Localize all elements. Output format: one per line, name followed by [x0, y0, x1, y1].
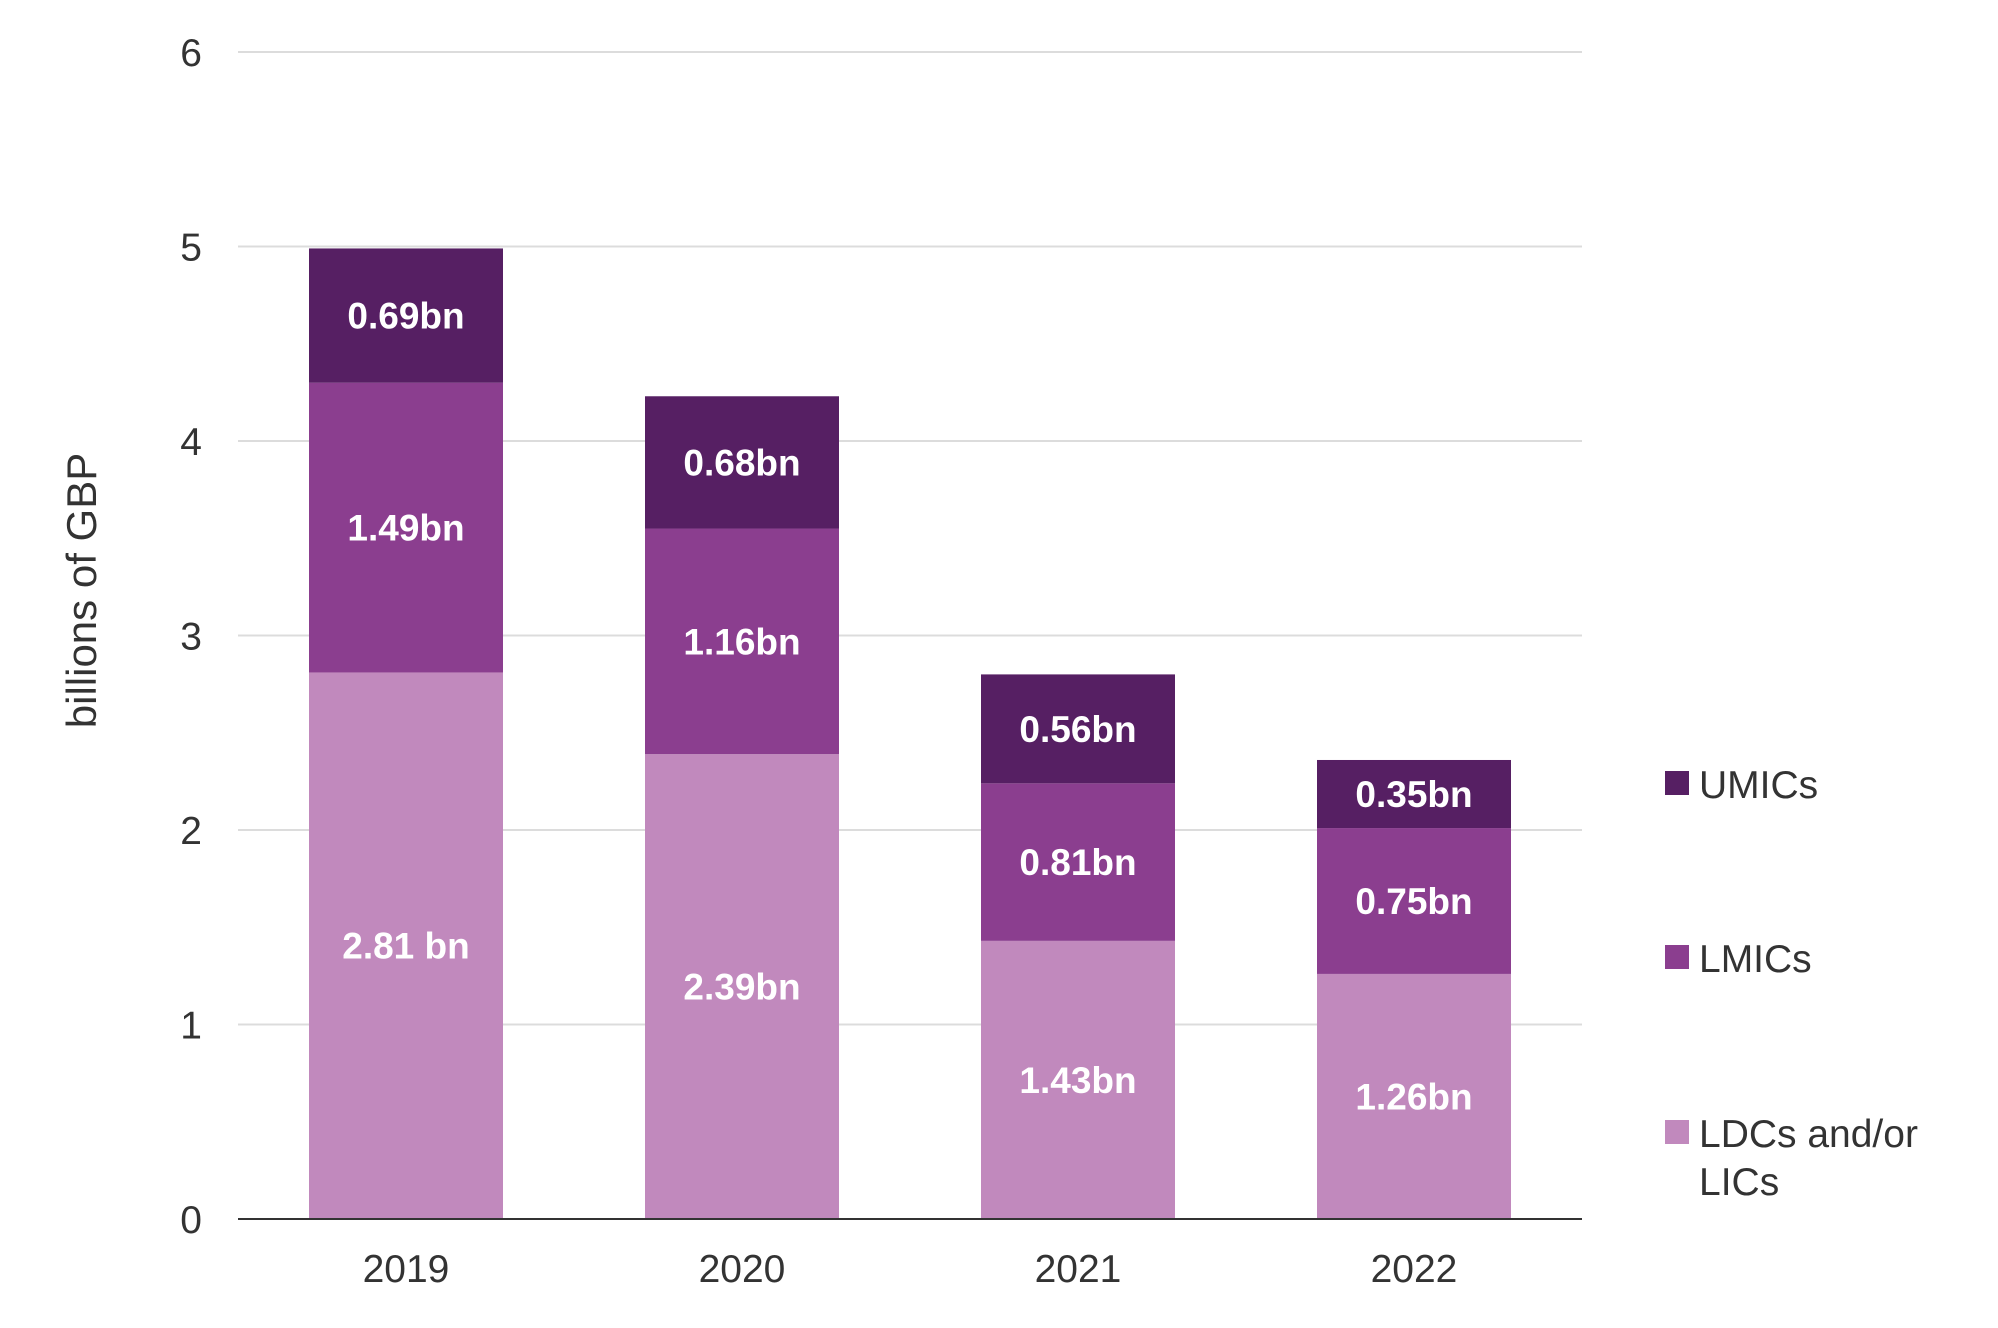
bar-segment — [309, 382, 503, 673]
bar-value-label: 0.56bn — [1019, 709, 1136, 750]
y-tick-label: 2 — [180, 810, 202, 853]
bar-segment — [981, 783, 1175, 941]
x-tick-label: 2019 — [363, 1248, 450, 1291]
bar-segment — [1317, 973, 1511, 1219]
y-axis-title: billions of GBP — [58, 453, 105, 728]
y-tick-label: 4 — [180, 421, 202, 464]
bar-segment — [309, 672, 503, 1219]
bar-segment — [1317, 759, 1511, 829]
x-tick-label: 2020 — [699, 1248, 786, 1291]
bar-value-label: 2.81 bn — [342, 926, 470, 967]
bar-segment — [645, 396, 839, 529]
bar-value-label: 0.35bn — [1355, 774, 1472, 815]
bar-value-label: 0.81bn — [1019, 842, 1136, 883]
bar-value-label: 1.43bn — [1019, 1060, 1136, 1101]
bar-segment — [309, 248, 503, 383]
y-tick-label: 3 — [180, 616, 202, 659]
legend-label: LDCs and/or LICs — [1699, 1113, 1918, 1204]
legend-swatch — [1665, 771, 1689, 795]
bar-value-label: 0.75bn — [1355, 881, 1472, 922]
y-tick-label: 0 — [180, 1199, 202, 1242]
bar-value-label: 2.39bn — [683, 967, 800, 1008]
y-tick-label: 6 — [180, 32, 202, 75]
bar-value-label: 0.68bn — [683, 442, 800, 483]
bar-segment — [1317, 828, 1511, 974]
y-tick-label: 5 — [180, 227, 202, 270]
bars — [309, 248, 1511, 1219]
bar-segment — [981, 940, 1175, 1219]
bar-value-label: 1.16bn — [683, 621, 800, 662]
bar-value-label: 0.69bn — [347, 296, 464, 337]
bar-value-labels: 2.81 bn 1.49bn 0.69bn 2.39bn 1.16bn 0.68bn 1.4… — [342, 296, 1472, 1118]
bar-value-label: 1.49bn — [347, 508, 464, 549]
legend-swatch — [1665, 1120, 1689, 1144]
x-tick-label: 2022 — [1371, 1248, 1458, 1291]
bar-segment — [645, 528, 839, 755]
bar-segment — [645, 754, 839, 1219]
y-tick-label: 1 — [180, 1005, 202, 1048]
legend-label: LMICs — [1699, 938, 1812, 981]
legend-label: UMICs — [1699, 764, 1818, 807]
legend-swatch — [1665, 945, 1689, 969]
legend: UMICs LMICs LDCs and/or LICs — [1665, 764, 1918, 1204]
x-axis-ticks: 2019 2020 2021 2022 — [363, 1248, 1458, 1291]
x-tick-label: 2021 — [1035, 1248, 1122, 1291]
y-axis-ticks: 0 1 2 3 4 5 6 — [180, 32, 202, 1242]
bar-segment — [981, 674, 1175, 784]
bar-value-label: 1.26bn — [1355, 1076, 1472, 1117]
